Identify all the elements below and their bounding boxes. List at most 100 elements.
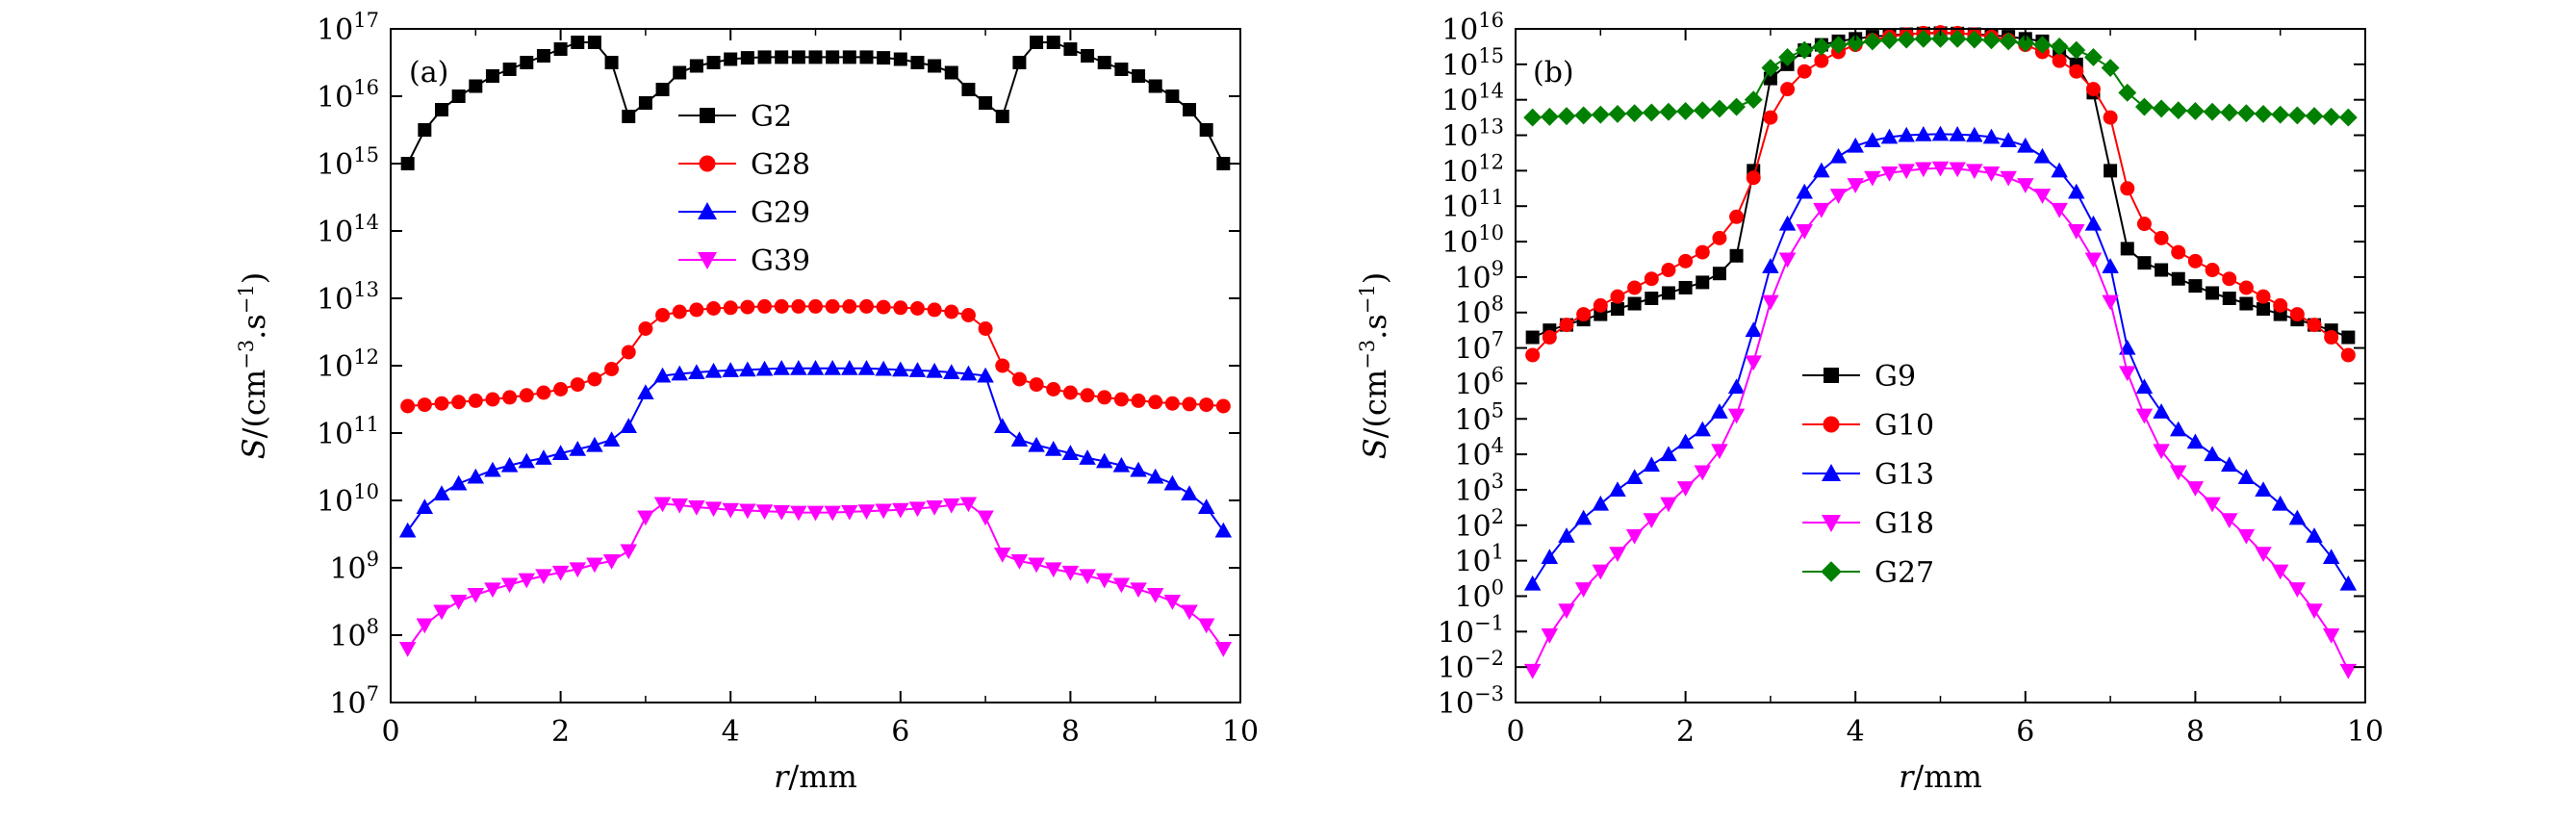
data-point-g39 bbox=[1010, 554, 1029, 570]
data-point-g18 bbox=[2119, 366, 2136, 382]
data-point-g29 bbox=[824, 360, 841, 375]
data-point-g18 bbox=[2220, 513, 2238, 529]
data-point-g18 bbox=[1711, 444, 1728, 460]
data-point-g27 bbox=[1863, 32, 1882, 51]
y-tick-label: 10−2 bbox=[1438, 647, 1504, 685]
data-point-g29 bbox=[637, 384, 654, 399]
data-point-g29 bbox=[704, 362, 723, 378]
data-point-g39 bbox=[824, 505, 841, 522]
data-point-g2 bbox=[740, 51, 754, 65]
data-point-g39 bbox=[841, 504, 858, 521]
y-tick-exponent: 16 bbox=[353, 76, 379, 99]
data-point-g2 bbox=[1114, 63, 1129, 76]
data-point-g29 bbox=[653, 367, 672, 383]
data-point-g28 bbox=[400, 398, 416, 414]
data-point-g29 bbox=[790, 360, 807, 375]
data-point-g28 bbox=[893, 300, 908, 316]
data-point-g18 bbox=[2186, 481, 2205, 497]
data-point-g29 bbox=[841, 360, 858, 375]
data-point-g28 bbox=[1046, 382, 1061, 396]
data-point-g39 bbox=[1214, 642, 1233, 657]
data-point-g28 bbox=[858, 298, 874, 314]
y-tick-exponent: 7 bbox=[367, 682, 379, 705]
y-tick-exponent: 15 bbox=[1478, 44, 1504, 67]
x-axis-label: r/mm bbox=[1899, 758, 1982, 795]
x-tick-label: 10 bbox=[1222, 715, 1259, 749]
data-point-g9 bbox=[2171, 271, 2185, 286]
data-point-g29 bbox=[535, 449, 552, 465]
data-point-g18 bbox=[1625, 528, 1644, 545]
data-point-g18 bbox=[1864, 170, 1881, 187]
data-point-g2 bbox=[673, 65, 687, 80]
data-point-g18 bbox=[1660, 497, 1677, 513]
data-point-g2 bbox=[893, 52, 907, 66]
data-point-g13 bbox=[1982, 128, 2001, 144]
data-point-g18 bbox=[1931, 161, 1950, 177]
data-point-g27 bbox=[1744, 90, 1763, 110]
data-point-g2 bbox=[910, 56, 925, 69]
data-point-g2 bbox=[757, 50, 772, 64]
data-point-g2 bbox=[859, 50, 874, 64]
data-point-g2 bbox=[1097, 56, 1111, 69]
y-tick-base: 10 bbox=[1454, 510, 1491, 544]
data-point-g13 bbox=[2271, 495, 2289, 511]
data-point-g9 bbox=[1525, 330, 1540, 345]
data-point-g39 bbox=[908, 501, 927, 518]
series-g2 bbox=[400, 36, 1231, 170]
data-point-g29 bbox=[398, 522, 417, 538]
y-tick-label: 10−1 bbox=[1438, 611, 1504, 650]
data-point-g2 bbox=[826, 50, 840, 64]
x-tick-label: 8 bbox=[2186, 715, 2205, 749]
data-point-g39 bbox=[500, 577, 519, 594]
data-point-g29 bbox=[773, 360, 790, 375]
data-point-g13 bbox=[2186, 433, 2205, 449]
data-point-g10 bbox=[2307, 318, 2322, 333]
y-axis-unit: /(cm bbox=[236, 370, 272, 439]
y-tick-label: 103 bbox=[1454, 470, 1504, 508]
data-point-g18 bbox=[2204, 497, 2221, 513]
data-point-g10 bbox=[1729, 209, 1745, 224]
y-tick-label: 1013 bbox=[317, 278, 379, 317]
data-point-g2 bbox=[1012, 56, 1027, 69]
data-point-g18 bbox=[1609, 547, 1626, 563]
series-line-g10 bbox=[1531, 31, 2350, 356]
data-point-g13 bbox=[2102, 258, 2119, 273]
data-point-g39 bbox=[484, 582, 501, 599]
data-point-g27 bbox=[1846, 34, 1865, 53]
data-point-g2 bbox=[1046, 36, 1060, 49]
data-point-g13 bbox=[1762, 258, 1779, 273]
data-point-g39 bbox=[653, 497, 672, 513]
data-point-g13 bbox=[2204, 446, 2221, 462]
data-point-g13 bbox=[1880, 128, 1899, 144]
legend-entry: G9 bbox=[1802, 360, 1916, 394]
data-point-g9 bbox=[2239, 296, 2254, 311]
series-g27 bbox=[1523, 29, 2358, 127]
data-point-g39 bbox=[1079, 569, 1096, 585]
y-tick-exponent: 11 bbox=[353, 413, 379, 436]
data-point-g29 bbox=[484, 461, 501, 477]
y-tick-base: 10 bbox=[1454, 546, 1491, 579]
data-point-g2 bbox=[791, 50, 805, 64]
data-point-g18 bbox=[1829, 189, 1848, 204]
data-point-g18 bbox=[1898, 164, 1915, 180]
data-point-g18 bbox=[1727, 408, 1746, 424]
y-tick-label: 1012 bbox=[1441, 150, 1504, 189]
data-point-g29 bbox=[994, 418, 1011, 433]
y-tick-exponent: 10 bbox=[353, 480, 379, 503]
y-tick-base: 10 bbox=[317, 81, 353, 115]
data-point-g29 bbox=[1112, 456, 1131, 473]
data-point-g39 bbox=[620, 544, 637, 560]
y-tick-base: 10 bbox=[1454, 297, 1491, 331]
y-axis-mid: .s bbox=[1357, 314, 1393, 340]
data-point-g29 bbox=[1130, 461, 1147, 477]
y-tick-label: 107 bbox=[329, 682, 379, 721]
data-point-g39 bbox=[1197, 618, 1215, 634]
legend-marker bbox=[1822, 515, 1841, 532]
legend-marker bbox=[1821, 561, 1842, 582]
data-point-g27 bbox=[1812, 37, 1831, 56]
data-point-g39 bbox=[637, 510, 654, 526]
data-point-g2 bbox=[808, 50, 823, 64]
y-tick-label: 107 bbox=[1454, 328, 1504, 367]
y-tick-label: 1010 bbox=[317, 480, 379, 519]
